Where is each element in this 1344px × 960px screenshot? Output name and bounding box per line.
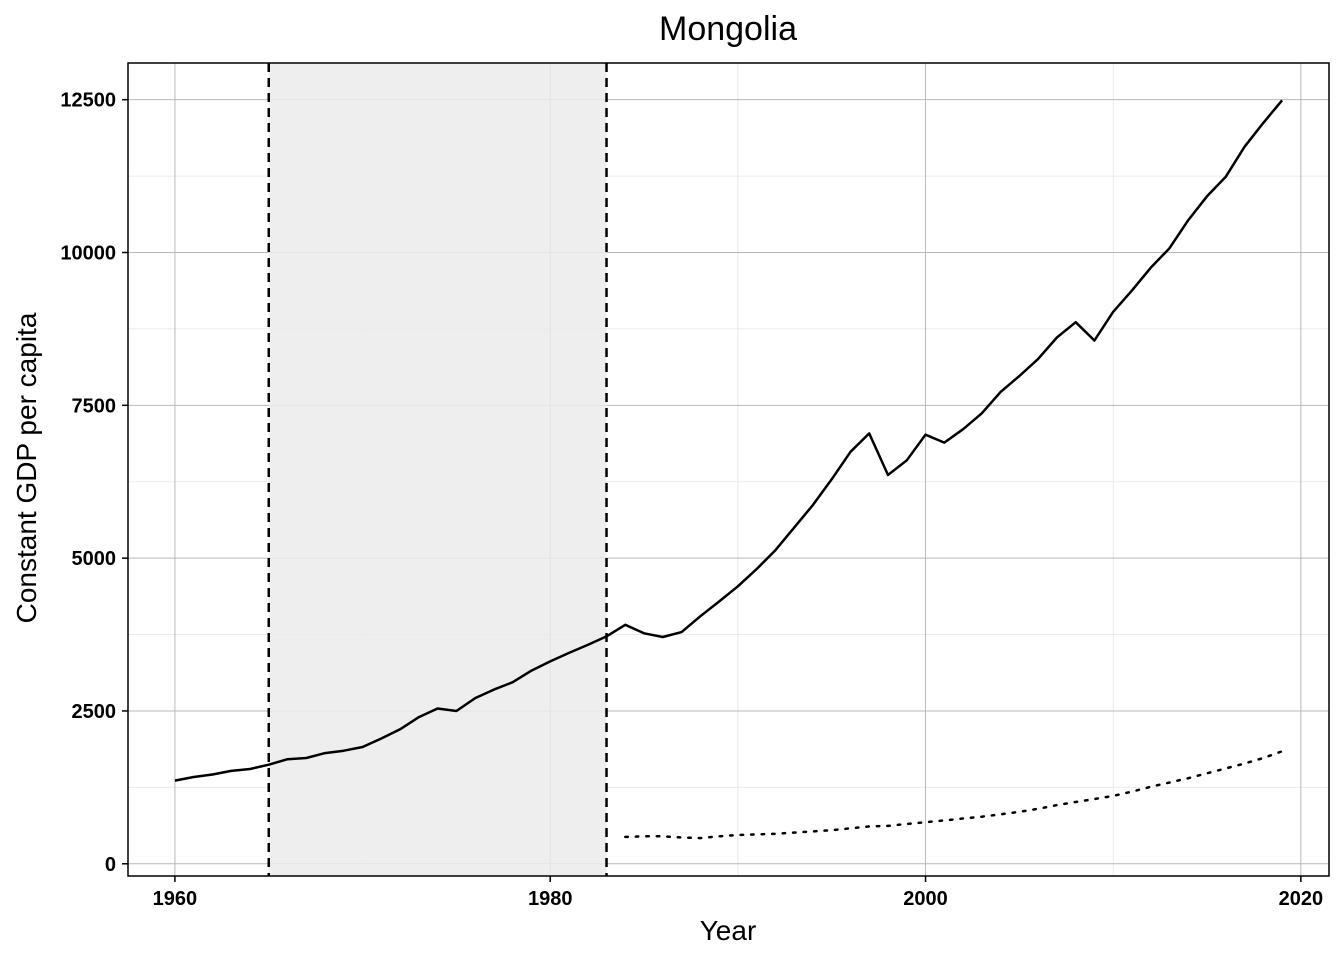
chart-title: Mongolia xyxy=(659,10,797,48)
y-tick-label: 12500 xyxy=(60,90,116,112)
x-tick-label: 2000 xyxy=(903,888,948,910)
reference-lines-layer xyxy=(267,63,608,876)
plot-border xyxy=(127,62,1330,877)
y-tick-label: 7500 xyxy=(72,395,117,417)
y-axis: 0 2500 5000 7500 10000 12500 xyxy=(60,90,128,876)
shaded-region-layer xyxy=(268,63,607,876)
x-tick-label: 2020 xyxy=(1279,888,1324,910)
y-tick-label: 2500 xyxy=(72,701,117,723)
y-axis-label: Constant GDP per capita xyxy=(11,312,42,623)
x-axis: 1960 1980 2000 2020 xyxy=(153,876,1323,910)
dotted-series-line xyxy=(624,750,1284,840)
x-tick-label: 1960 xyxy=(153,888,198,910)
series-layer xyxy=(174,99,1284,840)
solid-series-line xyxy=(174,99,1284,782)
y-tick-label: 5000 xyxy=(72,548,117,570)
y-tick-label: 10000 xyxy=(60,242,116,264)
plot-frame-layer xyxy=(127,62,1330,877)
x-axis-label: Year xyxy=(700,915,757,946)
x-tick-label: 1980 xyxy=(528,888,573,910)
y-tick-label: 0 xyxy=(105,854,116,876)
shaded-period xyxy=(268,63,607,876)
